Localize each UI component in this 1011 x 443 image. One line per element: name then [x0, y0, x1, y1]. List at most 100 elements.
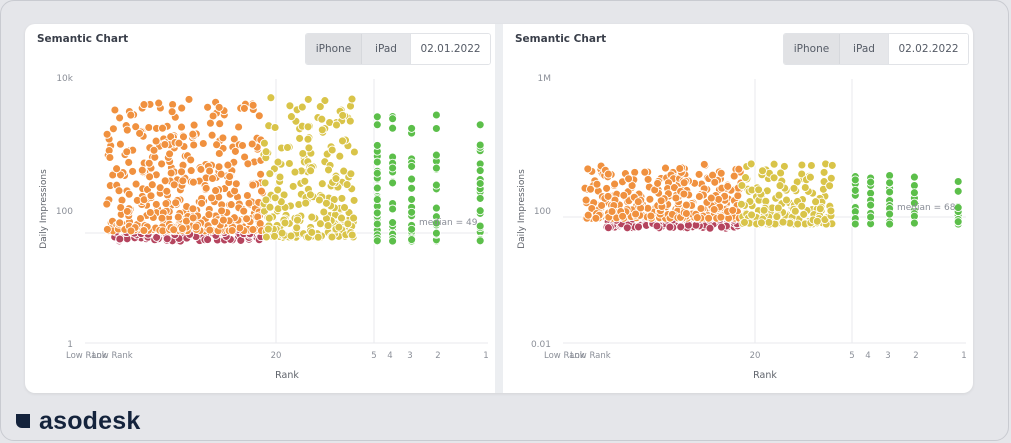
- scatter-point-green[interactable]: [953, 177, 963, 186]
- scatter-point-yellow[interactable]: [290, 167, 300, 177]
- scatter-point-green[interactable]: [431, 163, 441, 173]
- scatter-point-yellow[interactable]: [349, 213, 359, 223]
- date-picker[interactable]: 02.01.2022: [410, 34, 490, 64]
- scatter-point-green[interactable]: [388, 123, 398, 133]
- iphone-tab[interactable]: iPhone: [306, 34, 361, 64]
- scatter-point-orange[interactable]: [244, 198, 254, 208]
- scatter-point-orange[interactable]: [214, 162, 224, 172]
- scatter-point-green[interactable]: [850, 175, 860, 185]
- scatter-point-green[interactable]: [850, 185, 860, 195]
- scatter-point-orange[interactable]: [248, 180, 258, 190]
- scatter-point-red[interactable]: [652, 221, 662, 231]
- scatter-point-green[interactable]: [885, 187, 895, 197]
- scatter-point-yellow[interactable]: [315, 219, 325, 229]
- scatter-point-orange[interactable]: [179, 132, 188, 142]
- scatter-point-yellow[interactable]: [772, 212, 782, 222]
- scatter-point-yellow[interactable]: [321, 198, 331, 208]
- scatter-point-orange[interactable]: [633, 197, 643, 207]
- scatter-point-yellow[interactable]: [827, 160, 837, 170]
- scatter-point-orange[interactable]: [203, 102, 213, 112]
- scatter-point-green[interactable]: [407, 224, 417, 234]
- scatter-point-yellow[interactable]: [284, 159, 294, 168]
- scatter-point-green[interactable]: [885, 219, 895, 229]
- scatter-point-green[interactable]: [909, 172, 919, 182]
- scatter-point-yellow[interactable]: [758, 166, 767, 176]
- scatter-point-yellow[interactable]: [285, 101, 295, 111]
- scatter-point-orange[interactable]: [117, 195, 127, 205]
- scatter-point-red[interactable]: [203, 235, 213, 245]
- scatter-point-orange[interactable]: [162, 186, 172, 196]
- scatter-point-orange[interactable]: [205, 118, 215, 128]
- scatter-point-red[interactable]: [115, 234, 125, 244]
- scatter-point-orange[interactable]: [239, 206, 249, 216]
- scatter-point-yellow[interactable]: [301, 198, 311, 208]
- scatter-point-yellow[interactable]: [303, 122, 313, 132]
- scatter-point-yellow[interactable]: [273, 157, 283, 167]
- scatter-point-green[interactable]: [909, 188, 919, 198]
- scatter-point-orange[interactable]: [169, 180, 179, 190]
- scatter-point-yellow[interactable]: [292, 223, 302, 233]
- scatter-point-orange[interactable]: [607, 207, 617, 216]
- scatter-point-red[interactable]: [162, 234, 172, 244]
- scatter-point-orange[interactable]: [122, 147, 132, 157]
- scatter-point-yellow[interactable]: [295, 133, 305, 143]
- scatter-point-green[interactable]: [866, 200, 876, 210]
- scatter-point-yellow[interactable]: [327, 232, 337, 242]
- scatter-point-yellow[interactable]: [337, 193, 347, 203]
- scatter-point-yellow[interactable]: [737, 181, 747, 190]
- scatter-point-yellow[interactable]: [775, 181, 785, 191]
- scatter-point-yellow[interactable]: [303, 94, 313, 104]
- ipad-tab[interactable]: iPad: [361, 34, 410, 64]
- scatter-point-green[interactable]: [372, 157, 382, 167]
- scatter-point-green[interactable]: [475, 221, 485, 231]
- scatter-point-yellow[interactable]: [764, 217, 774, 227]
- scatter-point-orange[interactable]: [189, 140, 199, 150]
- scatter-point-orange[interactable]: [243, 159, 253, 169]
- scatter-point-orange[interactable]: [166, 168, 176, 178]
- scatter-point-orange[interactable]: [157, 213, 167, 223]
- scatter-point-yellow[interactable]: [315, 102, 325, 112]
- scatter-point-orange[interactable]: [216, 169, 226, 179]
- scatter-point-green[interactable]: [431, 218, 441, 228]
- scatter-point-orange[interactable]: [151, 136, 161, 146]
- scatter-point-yellow[interactable]: [338, 110, 348, 120]
- scatter-point-orange[interactable]: [102, 129, 112, 139]
- scatter-point-orange[interactable]: [679, 178, 689, 188]
- scatter-point-orange[interactable]: [728, 205, 738, 215]
- scatter-point-orange[interactable]: [122, 206, 132, 216]
- scatter-point-orange[interactable]: [218, 133, 228, 143]
- scatter-point-orange[interactable]: [226, 200, 236, 210]
- scatter-point-yellow[interactable]: [261, 195, 271, 205]
- scatter-point-orange[interactable]: [235, 223, 245, 233]
- scatter-point-yellow[interactable]: [826, 206, 836, 216]
- scatter-point-yellow[interactable]: [286, 112, 296, 122]
- scatter-point-green[interactable]: [885, 171, 895, 180]
- scatter-point-orange[interactable]: [165, 149, 175, 159]
- scatter-point-orange[interactable]: [177, 103, 187, 113]
- scatter-point-orange[interactable]: [656, 196, 666, 206]
- scatter-point-yellow[interactable]: [265, 202, 275, 212]
- scatter-point-yellow[interactable]: [331, 174, 341, 184]
- scatter-point-yellow[interactable]: [263, 224, 273, 234]
- scatter-point-yellow[interactable]: [806, 161, 816, 170]
- scatter-point-yellow[interactable]: [265, 169, 275, 179]
- scatter-point-green[interactable]: [388, 163, 398, 173]
- scatter-point-orange[interactable]: [696, 204, 706, 213]
- scatter-point-yellow[interactable]: [342, 180, 352, 190]
- scatter-point-red[interactable]: [634, 222, 643, 232]
- scatter-point-yellow[interactable]: [337, 213, 346, 223]
- scatter-point-orange[interactable]: [197, 198, 207, 208]
- scatter-point-orange[interactable]: [645, 194, 655, 204]
- scatter-point-orange[interactable]: [177, 224, 187, 234]
- scatter-point-yellow[interactable]: [332, 120, 341, 130]
- scatter-point-green[interactable]: [372, 140, 382, 150]
- scatter-point-orange[interactable]: [115, 139, 125, 149]
- scatter-point-orange[interactable]: [729, 171, 739, 181]
- scatter-point-orange[interactable]: [223, 160, 233, 170]
- scatter-point-orange[interactable]: [161, 199, 171, 209]
- scatter-point-yellow[interactable]: [260, 178, 270, 188]
- scatter-point-yellow[interactable]: [782, 195, 791, 205]
- scatter-point-green[interactable]: [475, 140, 485, 150]
- scatter-point-orange[interactable]: [189, 120, 199, 130]
- scatter-point-yellow[interactable]: [825, 181, 835, 191]
